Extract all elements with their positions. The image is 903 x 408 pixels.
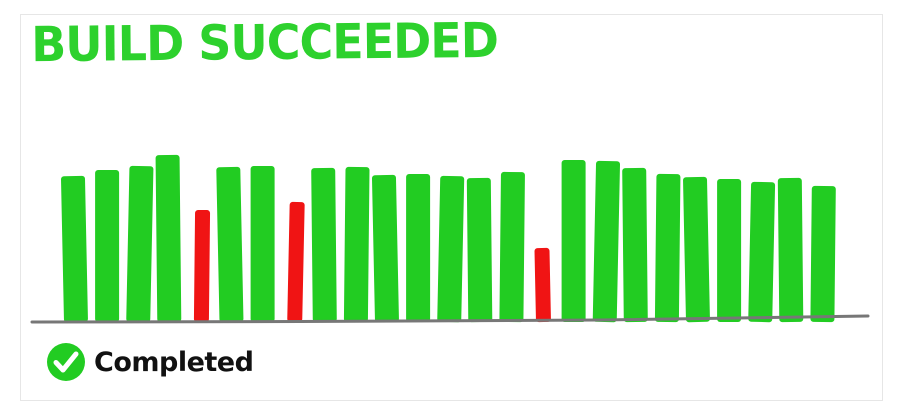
bar-success (126, 165, 154, 323)
bar-success (95, 170, 120, 322)
bars-group (61, 154, 836, 323)
bar-failure (287, 201, 305, 323)
baseline (30, 314, 870, 324)
build-status: Completed (46, 340, 254, 384)
check-circle-icon (47, 343, 85, 381)
bar-success (561, 160, 586, 322)
bar-success (216, 166, 244, 323)
bar-success (250, 166, 275, 322)
bar-success (371, 174, 399, 323)
bar-success (777, 177, 804, 323)
bar-success (499, 171, 525, 323)
bar-success (343, 166, 370, 323)
bar-success (311, 167, 337, 323)
bar-success (61, 175, 88, 323)
bar-success (654, 173, 681, 323)
bar-success (622, 167, 648, 323)
bar-failure (193, 209, 211, 323)
bar-success (748, 181, 776, 323)
bar-success (155, 154, 182, 323)
bar-success (592, 160, 621, 323)
bar-success (406, 174, 431, 322)
bar-failure (534, 247, 551, 323)
bar-success (437, 175, 465, 323)
bar-success (466, 177, 493, 323)
status-label: Completed (94, 346, 254, 378)
bar-success (683, 176, 710, 323)
bar-success (810, 185, 836, 323)
bar-success (717, 179, 742, 322)
